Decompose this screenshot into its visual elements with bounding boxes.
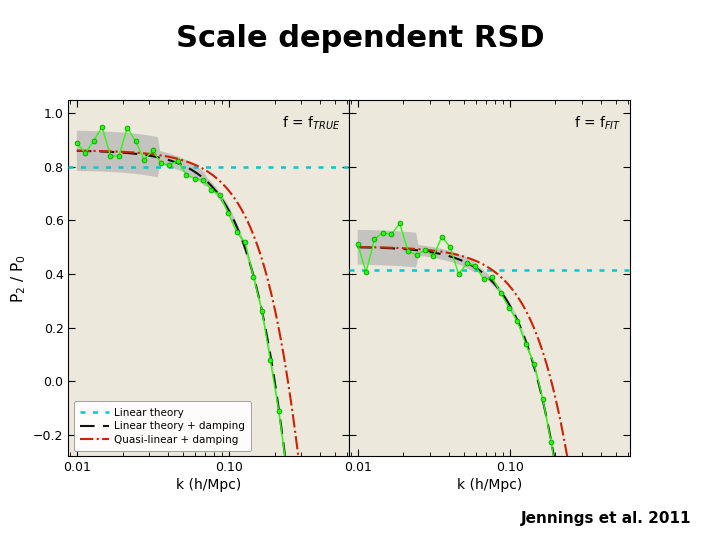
Legend: Linear theory, Linear theory + damping, Quasi-linear + damping: Linear theory, Linear theory + damping, … [73,401,251,451]
Y-axis label: P$_2$ / P$_0$: P$_2$ / P$_0$ [9,254,27,302]
Text: Jennings et al. 2011: Jennings et al. 2011 [521,511,691,526]
X-axis label: k (h/Mpc): k (h/Mpc) [457,478,522,492]
X-axis label: k (h/Mpc): k (h/Mpc) [176,478,241,492]
Text: Scale dependent RSD: Scale dependent RSD [176,24,544,53]
Text: f = f$_{TRUE}$: f = f$_{TRUE}$ [282,114,341,132]
Text: f = f$_{FIT}$: f = f$_{FIT}$ [574,114,621,132]
